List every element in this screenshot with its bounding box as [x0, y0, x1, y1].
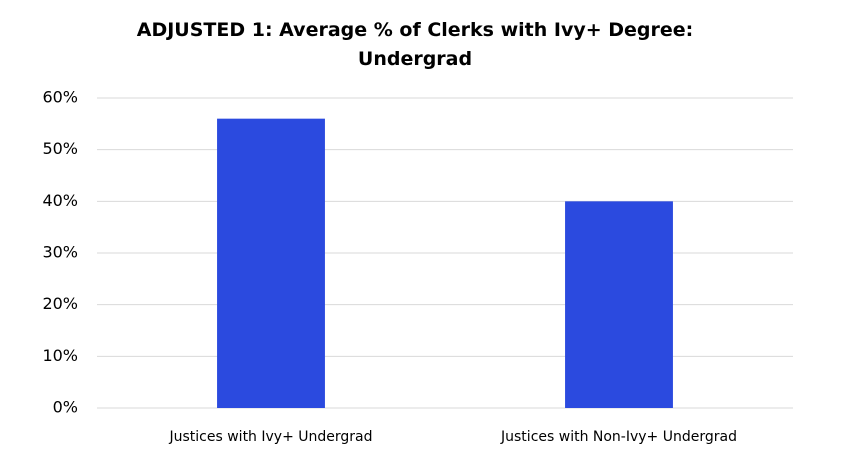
y-tick-label: 30%	[42, 243, 78, 262]
y-tick-label: 50%	[42, 139, 78, 158]
y-tick-label: 0%	[53, 398, 78, 417]
bar	[565, 201, 673, 408]
y-tick-label: 10%	[42, 346, 78, 365]
chart-title: ADJUSTED 1: Average % of Clerks with Ivy…	[136, 19, 694, 70]
bar	[217, 118, 325, 409]
y-tick-label: 40%	[42, 191, 78, 210]
y-tick-label: 60%	[42, 88, 78, 107]
x-tick-label: Justices with Ivy+ Undergrad	[169, 429, 373, 445]
x-tick-label: Justices with Non-Ivy+ Undergrad	[500, 429, 737, 445]
y-tick-label: 20%	[42, 294, 78, 313]
